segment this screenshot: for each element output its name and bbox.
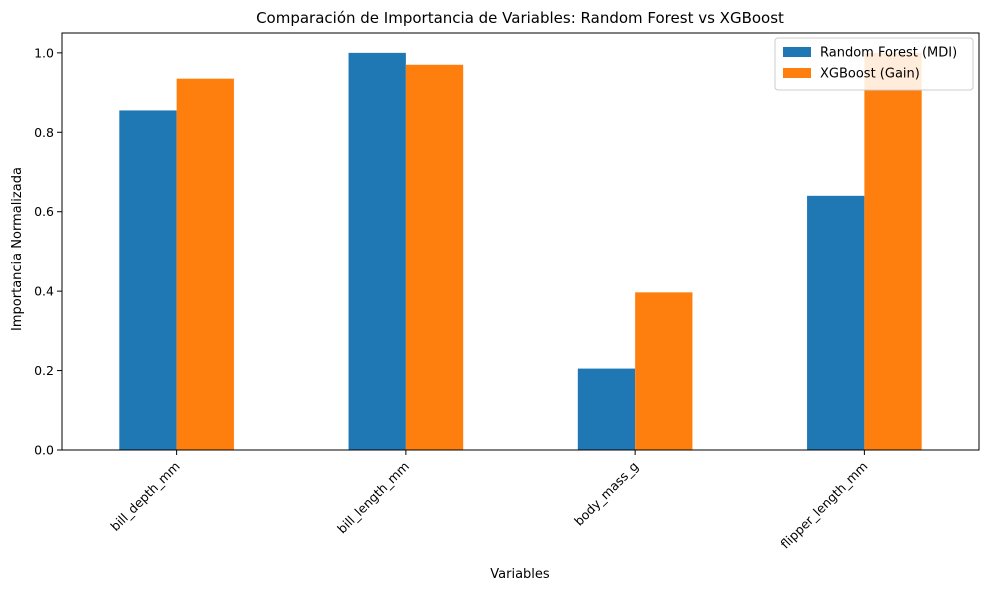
x-axis: bill_depth_mm bill_length_mm body_mass_g fl… xyxy=(107,450,871,552)
bar-xgboost-flipper-length-mm xyxy=(864,52,922,451)
legend-swatch-random-forest xyxy=(783,47,811,57)
bar-xgboost-bill-depth-mm xyxy=(176,78,234,451)
x-tick-label: bill_length_mm xyxy=(334,459,412,537)
legend-label-random-forest: Random Forest (MDI) xyxy=(820,46,957,61)
bar-xgboost-bill-length-mm xyxy=(405,64,464,451)
bar-random-forest-body-mass-g xyxy=(577,368,636,450)
y-tick-label: 0.2 xyxy=(34,363,54,378)
x-tick-label: bill_depth_mm xyxy=(107,459,182,534)
x-axis-label: Variables xyxy=(490,567,550,582)
chart-title: Comparación de Importancia de Variables:… xyxy=(256,9,784,27)
bar-xgboost-body-mass-g xyxy=(635,292,693,450)
y-axis-label: Importancia Normalizada xyxy=(10,167,25,331)
y-tick-label: 0.8 xyxy=(34,125,54,140)
bar-random-forest-flipper-length-mm xyxy=(807,195,865,450)
legend-label-xgboost: XGBoost (Gain) xyxy=(820,67,920,82)
y-tick-label: 0.6 xyxy=(34,204,54,219)
plot-frame xyxy=(61,32,980,451)
y-tick-label: 0.4 xyxy=(34,284,54,299)
legend: Random Forest (MDI) XGBoost (Gain) xyxy=(774,37,974,91)
y-tick-label: 0.0 xyxy=(34,443,54,458)
bar-random-forest-bill-length-mm xyxy=(348,52,406,451)
bar-random-forest-bill-depth-mm xyxy=(119,110,177,450)
plot-area xyxy=(61,32,980,451)
y-tick-label: 1.0 xyxy=(34,45,54,60)
x-tick-label: flipper_length_mm xyxy=(777,459,870,552)
x-tick-label: body_mass_g xyxy=(571,459,641,529)
legend-box xyxy=(774,37,974,91)
legend-swatch-xgboost xyxy=(783,68,811,78)
y-axis: 0.0 0.2 0.4 0.6 0.8 1.0 xyxy=(34,45,62,458)
